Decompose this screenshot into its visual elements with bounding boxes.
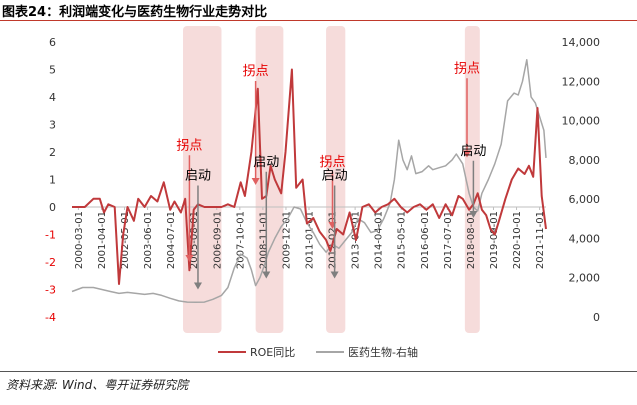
left-axis-tick: -1 [45, 229, 56, 242]
x-axis-tick: 2005-08-01 [189, 211, 200, 269]
line-chart: 6 5 4 3 2 1 0 -1 -2 -3 -4 14,000 12,000 10,000 8,000 6,… [45, 26, 600, 359]
x-axis-tick: 2003-06-01 [143, 211, 154, 269]
left-axis-tick: 4 [49, 91, 56, 104]
pivot-arrow-head-6 [463, 150, 471, 158]
legend: ROE同比 医药生物-右轴 [218, 345, 418, 359]
shaded-period-3 [464, 26, 480, 333]
shaded-period-2 [326, 26, 346, 333]
start-arrow-head-3 [262, 271, 271, 279]
left-axis-tick: 6 [49, 36, 56, 49]
x-axis-tick: 2019-09-01 [489, 211, 500, 269]
x-axis-tick: 2017-07-01 [443, 211, 454, 269]
x-axis-tick: 2004-07-01 [166, 211, 177, 269]
x-axis-tick: 2007-10-01 [235, 211, 246, 269]
pivot-label-4: 拐点 [319, 155, 345, 170]
start-label-7: 启动 [460, 144, 486, 159]
pivot-arrow-head-2 [251, 178, 260, 185]
x-axis-tick: 2018-08-01 [466, 211, 477, 269]
x-axis-tick: 2006-09-01 [212, 211, 223, 269]
right-axis-tick: 12,000 [562, 75, 601, 88]
left-axis-tick: 2 [49, 146, 56, 159]
left-axis-tick: 5 [49, 64, 56, 77]
left-axis-tick: -3 [45, 284, 56, 297]
figure-title: 图表24：利润端变化与医药生物行业走势对比 [2, 5, 268, 20]
x-axis-tick: 2011-01-01 [305, 211, 316, 269]
series-line-index [71, 58, 547, 304]
source-note: 资料来源: Wind、粤开证券研究院 [6, 378, 189, 392]
x-axis-tick: 2015-05-01 [397, 211, 408, 269]
pivot-label-2: 拐点 [243, 64, 269, 79]
x-axis-tick: 2000-03-01 [74, 211, 85, 269]
x-axis-tick: 2008-11-01 [258, 211, 269, 269]
legend-roe-label: ROE同比 [250, 346, 295, 359]
right-axis-tick: 2,000 [569, 272, 601, 285]
right-axis-tick: 10,000 [562, 115, 601, 128]
x-axis-tick: 2009-12-01 [281, 211, 292, 269]
start-arrow-head-1 [193, 282, 202, 290]
start-label-5: 启动 [322, 169, 348, 184]
start-label-1: 启动 [185, 169, 211, 184]
x-axis-tick: 2001-04-01 [97, 211, 108, 269]
axes: 6 5 4 3 2 1 0 -1 -2 -3 -4 14,000 12,000 10,000 8,000 6,… [45, 36, 600, 324]
x-axis-tick: 2020-10-01 [512, 211, 523, 269]
series-line-roe [72, 68, 547, 285]
right-axis-tick: 8,000 [569, 154, 601, 167]
start-arrow-head-5 [330, 271, 339, 279]
right-axis-tick: 0 [593, 311, 600, 324]
left-axis-tick: 1 [49, 174, 56, 187]
legend-index-label: 医药生物-右轴 [348, 345, 418, 359]
x-axis-tick: 2014-04-01 [374, 211, 385, 269]
source-rule [0, 371, 637, 372]
left-axis-tick: 0 [49, 201, 56, 214]
left-axis-tick: 3 [49, 119, 56, 132]
pivot-label-6: 拐点 [454, 61, 480, 76]
left-axis-tick: -4 [45, 311, 56, 324]
series-lines [71, 58, 547, 304]
x-axis-tick: 2016-06-01 [420, 211, 431, 269]
right-axis-tick: 6,000 [569, 193, 601, 206]
left-axis-tick: -2 [45, 256, 56, 269]
pivot-label-0: 拐点 [176, 138, 202, 153]
right-axis-tick: 4,000 [569, 232, 601, 245]
right-axis-tick: 14,000 [562, 36, 601, 49]
x-axis-tick: 2002-05-01 [120, 211, 131, 269]
title-rule [0, 20, 637, 21]
start-label-3: 启动 [253, 155, 279, 170]
start-arrow-head-7 [469, 211, 478, 218]
x-axis-tick: 2021-11-01 [535, 211, 546, 269]
pivot-arrow-head-0 [185, 255, 194, 262]
